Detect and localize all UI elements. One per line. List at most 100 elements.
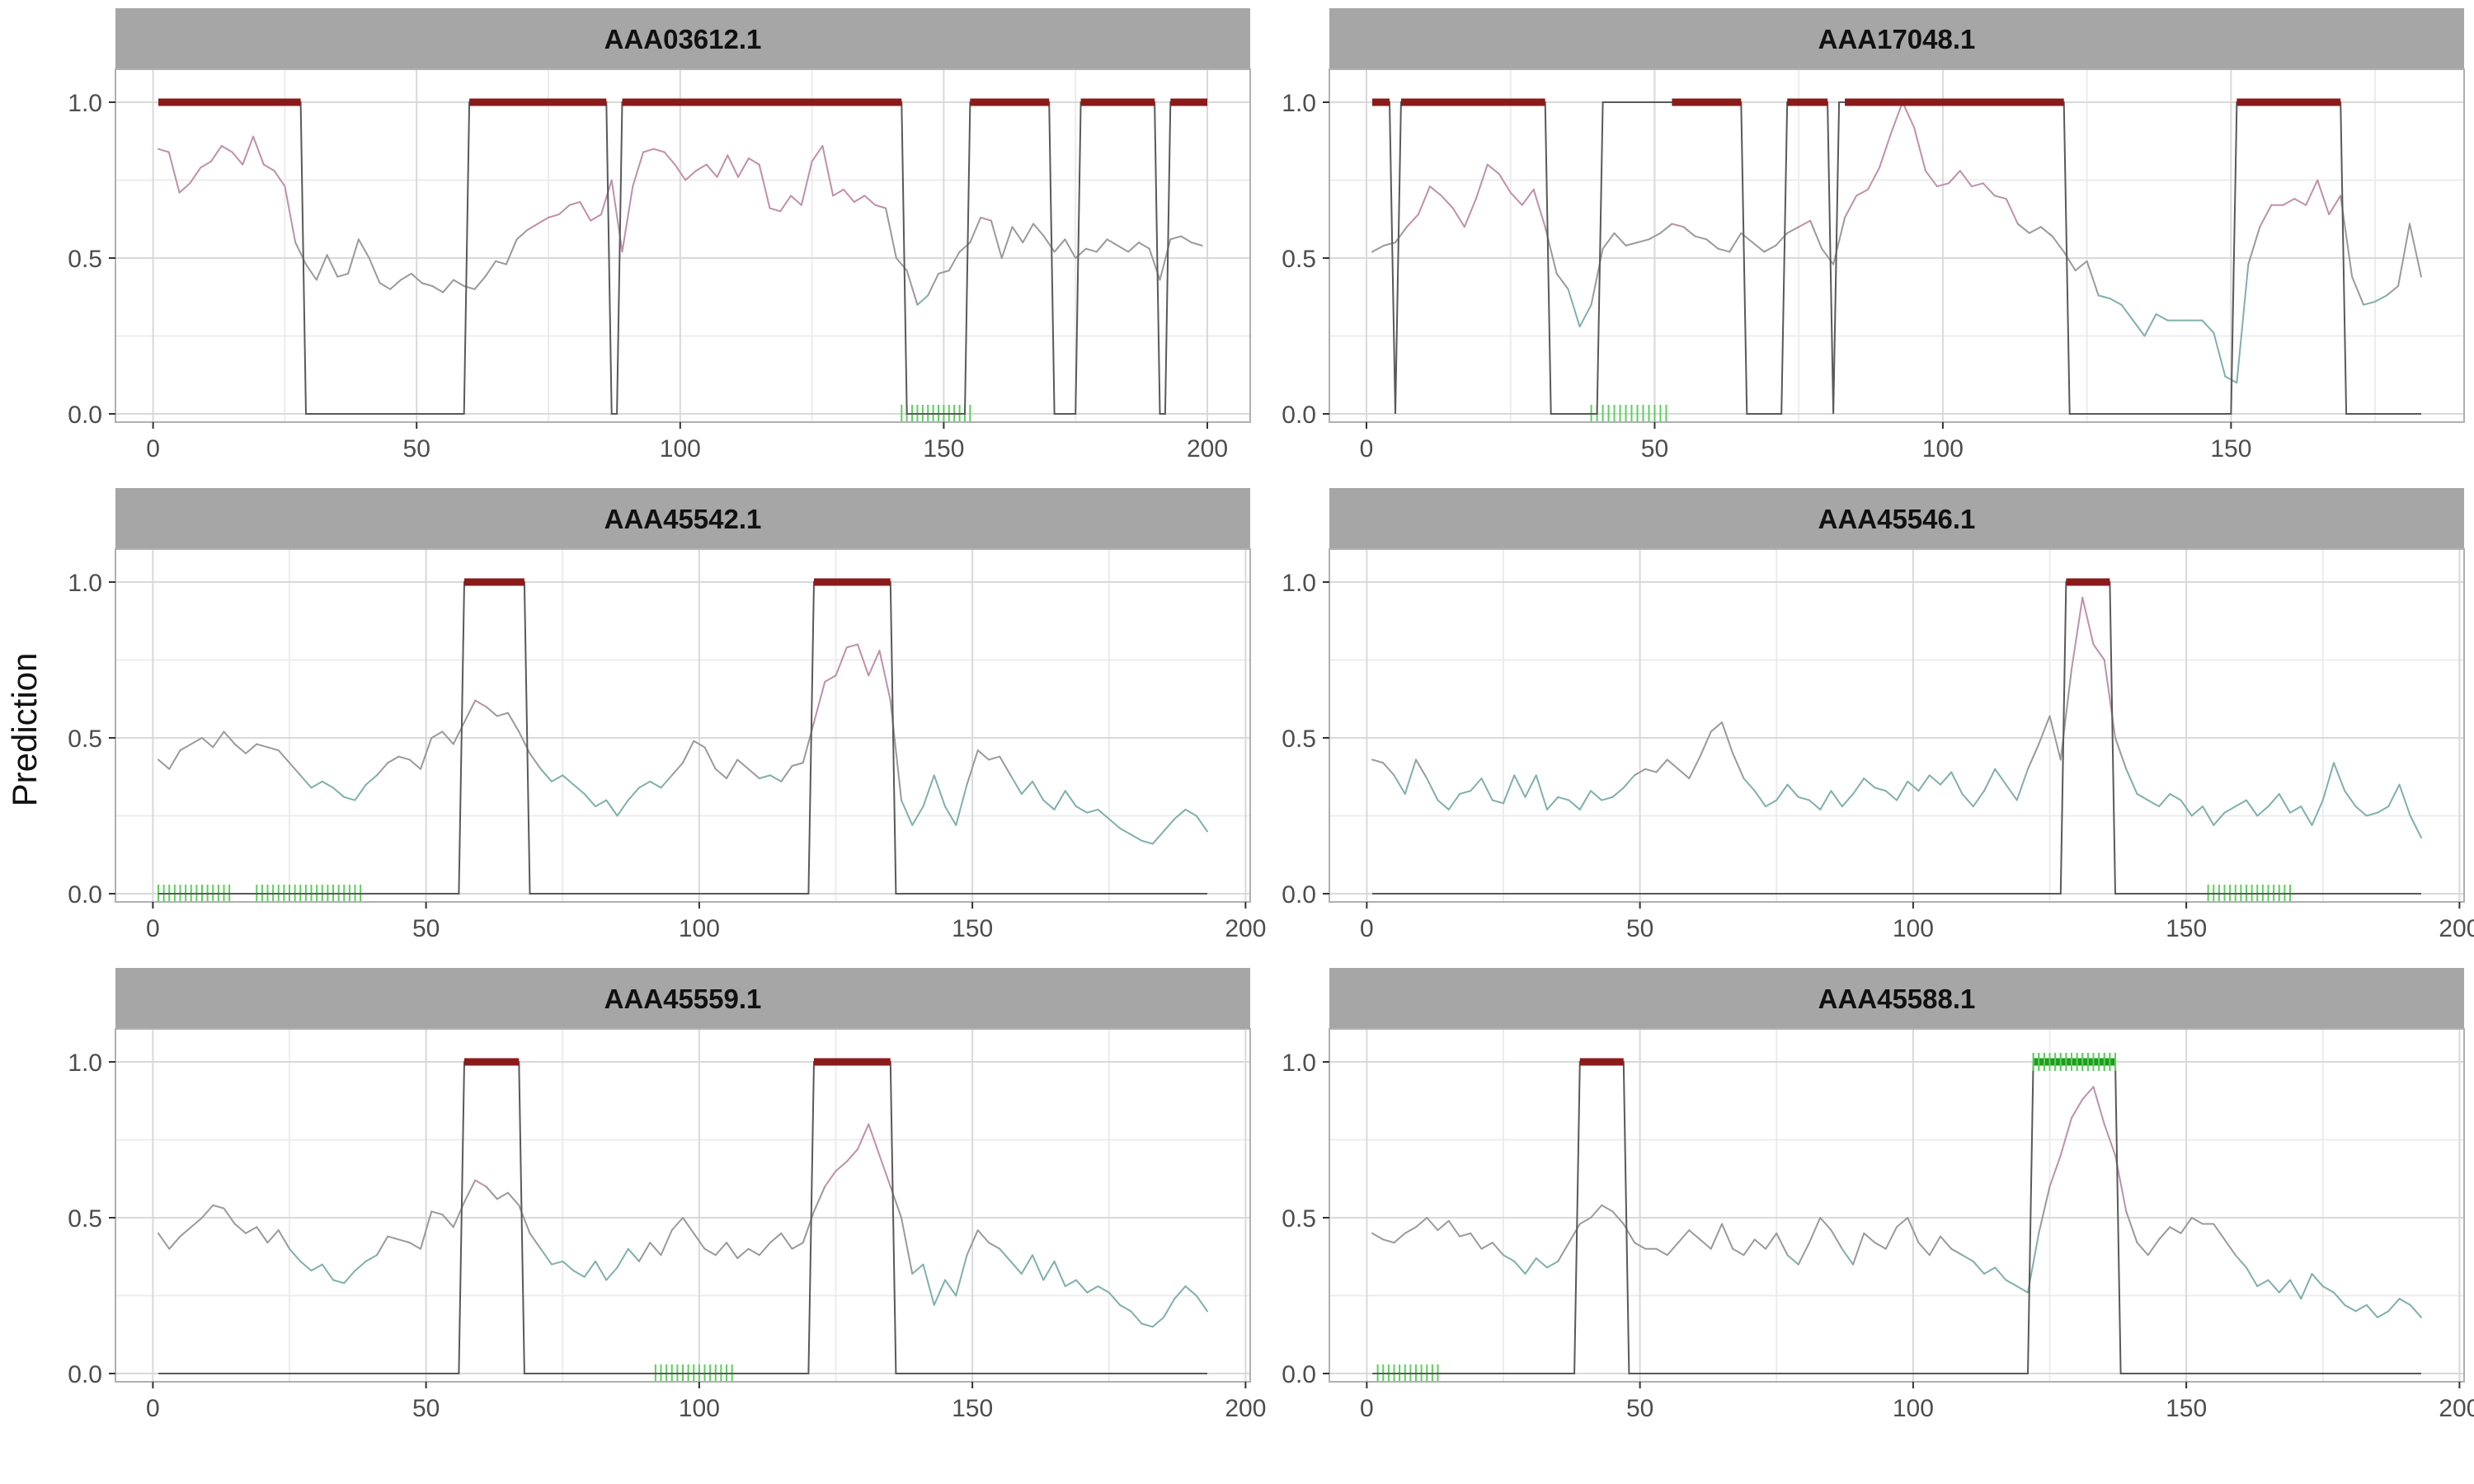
prediction-segment — [780, 1232, 793, 1250]
prediction-segment — [642, 148, 655, 153]
prediction-segment — [600, 179, 613, 216]
prediction-segment — [901, 799, 914, 826]
prediction-segment — [1151, 830, 1164, 845]
prediction-segment — [2363, 300, 2377, 306]
prediction-segment — [2038, 715, 2051, 745]
y-tick-label: 0.0 — [1282, 1361, 1316, 1388]
prediction-segment — [2305, 179, 2319, 206]
prediction-segment — [605, 799, 618, 817]
prediction-segment — [200, 160, 212, 169]
prediction-segment — [277, 749, 290, 764]
prediction-segment — [245, 1226, 258, 1234]
prediction-segment — [2114, 737, 2128, 770]
x-tick-label: 200 — [2439, 915, 2474, 942]
prediction-segment — [1896, 1217, 1909, 1228]
prediction-segment — [2005, 198, 2019, 225]
prediction-segment — [649, 1242, 662, 1256]
prediction-segment — [2039, 226, 2053, 237]
prediction-segment — [693, 1232, 706, 1250]
prediction-segment — [1480, 1242, 1493, 1250]
prediction-segment — [310, 1263, 323, 1272]
prediction-segment — [901, 1217, 914, 1275]
x-tick-label: 100 — [1922, 435, 1964, 463]
prediction-segment — [670, 762, 684, 777]
prediction-segment — [304, 263, 317, 281]
x-tick-label: 100 — [1893, 1395, 1934, 1422]
x-tick-label: 0 — [1360, 1395, 1374, 1422]
prediction-segment — [621, 186, 634, 253]
prediction-segment — [2081, 596, 2095, 646]
prediction-segment — [332, 787, 346, 798]
prediction-segment — [1415, 1217, 1428, 1228]
facet-panel: AAA45588.1 0.0 0.5 1.0 0 50 100 150 200 — [1282, 968, 2474, 1422]
prediction-segment — [1655, 1247, 1668, 1256]
prediction-segment — [2059, 1117, 2072, 1157]
prediction-segment — [1947, 170, 1961, 185]
facet-title: AAA45542.1 — [604, 504, 762, 534]
prediction-segment — [1841, 793, 1854, 808]
binary-prediction-line — [158, 1061, 1207, 1374]
prediction-segment — [1688, 755, 1701, 780]
prediction-segment — [336, 272, 350, 278]
prediction-segment — [1459, 790, 1472, 796]
prediction-segment — [1994, 1266, 2007, 1281]
prediction-segment — [1950, 771, 1964, 796]
prediction-segment — [988, 755, 1001, 761]
prediction-segment — [387, 755, 400, 764]
prediction-segment — [2048, 1154, 2062, 1188]
prediction-segment — [1032, 1254, 1045, 1281]
prediction-segment — [878, 650, 891, 702]
prediction-segment — [694, 163, 708, 172]
prediction-segment — [2136, 1242, 2149, 1256]
prediction-segment — [2398, 1298, 2411, 1306]
prediction-segment — [562, 774, 575, 786]
prediction-segment — [529, 1232, 542, 1250]
prediction-segment — [256, 1226, 269, 1244]
prediction-segment — [1426, 1217, 1439, 1232]
prediction-segment — [387, 1235, 400, 1241]
prediction-segment — [168, 1235, 181, 1250]
prediction-segment — [2109, 298, 2123, 306]
prediction-segment — [2103, 1123, 2116, 1157]
prediction-segment — [2051, 235, 2065, 253]
prediction-segment — [769, 774, 783, 782]
prediction-segment — [1127, 242, 1140, 253]
prediction-segment — [178, 182, 191, 194]
prediction-segment — [736, 758, 750, 770]
x-tick-label: 0 — [146, 1395, 160, 1422]
prediction-segment — [158, 758, 171, 770]
prediction-segment — [1797, 796, 1810, 801]
prediction-segment — [572, 783, 586, 796]
facet-strip — [1329, 488, 2464, 549]
prediction-segment — [660, 774, 673, 789]
prediction-segment — [223, 1207, 236, 1225]
prediction-segment — [1404, 1226, 1417, 1234]
prediction-segment — [2267, 1279, 2280, 1294]
prediction-segment — [2081, 1086, 2095, 1101]
prediction-segment — [705, 163, 718, 178]
prediction-segment — [1982, 182, 1996, 197]
prediction-segment — [1808, 1217, 1822, 1244]
y-tick-label: 0.0 — [68, 402, 102, 429]
prediction-segment — [1084, 247, 1098, 253]
prediction-segment — [627, 1247, 640, 1262]
prediction-segment — [955, 783, 968, 826]
prediction-segment — [1699, 730, 1712, 758]
prediction-segment — [736, 1247, 750, 1260]
prediction-segment — [583, 793, 596, 808]
prediction-segment — [1710, 1223, 1723, 1250]
prediction-segment — [1721, 1223, 1734, 1250]
prediction-segment — [1961, 793, 1974, 808]
prediction-segment — [813, 680, 826, 724]
prediction-segment — [568, 200, 581, 206]
prediction-segment — [632, 151, 645, 188]
prediction-segment — [1141, 1322, 1154, 1328]
prediction-segment — [1776, 783, 1789, 801]
known-region — [1590, 405, 1667, 423]
prediction-segment — [758, 774, 771, 780]
prediction-segment — [1169, 235, 1183, 241]
prediction-segment — [496, 711, 509, 717]
prediction-segment — [496, 1191, 509, 1200]
prediction-segment — [189, 167, 202, 185]
prediction-segment — [299, 1260, 313, 1272]
